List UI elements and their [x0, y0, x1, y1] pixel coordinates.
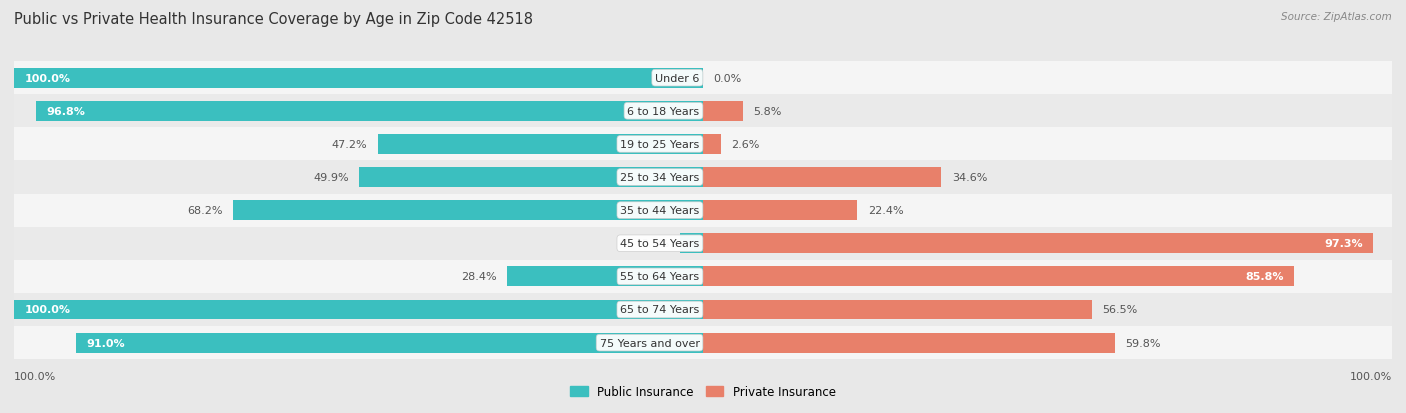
Bar [703, 333, 1115, 353]
Text: 100.0%: 100.0% [24, 305, 70, 315]
Text: 47.2%: 47.2% [332, 140, 367, 150]
Text: 56.5%: 56.5% [1102, 305, 1137, 315]
Bar [703, 62, 1392, 95]
Text: 100.0%: 100.0% [14, 371, 56, 381]
Bar [703, 161, 1392, 194]
Text: 45 to 54 Years: 45 to 54 Years [620, 239, 700, 249]
Bar [703, 326, 1392, 359]
Text: 3.3%: 3.3% [641, 239, 669, 249]
Text: 75 Years and over: 75 Years and over [599, 338, 700, 348]
Bar [703, 194, 1392, 227]
Bar [703, 168, 942, 188]
Bar [14, 227, 703, 260]
Bar [14, 293, 703, 326]
Text: 34.6%: 34.6% [952, 173, 987, 183]
Text: 0.0%: 0.0% [713, 74, 741, 83]
Text: 68.2%: 68.2% [187, 206, 222, 216]
Bar [76, 333, 703, 353]
Bar [681, 234, 703, 254]
Text: 59.8%: 59.8% [1125, 338, 1161, 348]
Text: 97.3%: 97.3% [1324, 239, 1362, 249]
Bar [14, 300, 703, 320]
Bar [703, 293, 1392, 326]
Text: Source: ZipAtlas.com: Source: ZipAtlas.com [1281, 12, 1392, 22]
Legend: Public Insurance, Private Insurance: Public Insurance, Private Insurance [565, 381, 841, 403]
Bar [703, 260, 1392, 293]
Bar [703, 135, 721, 154]
Bar [14, 326, 703, 359]
Bar [14, 62, 703, 95]
Text: 35 to 44 Years: 35 to 44 Years [620, 206, 700, 216]
Bar [233, 201, 703, 221]
Bar [703, 227, 1392, 260]
Text: 2.6%: 2.6% [731, 140, 759, 150]
Bar [14, 194, 703, 227]
Text: 85.8%: 85.8% [1246, 272, 1284, 282]
Bar [703, 95, 1392, 128]
Text: 65 to 74 Years: 65 to 74 Years [620, 305, 700, 315]
Text: 28.4%: 28.4% [461, 272, 496, 282]
Bar [14, 95, 703, 128]
Bar [508, 267, 703, 287]
Bar [703, 267, 1294, 287]
Bar [14, 161, 703, 194]
Text: 55 to 64 Years: 55 to 64 Years [620, 272, 700, 282]
Text: 6 to 18 Years: 6 to 18 Years [627, 107, 700, 116]
Bar [703, 128, 1392, 161]
Bar [37, 102, 703, 121]
Bar [703, 300, 1092, 320]
Bar [378, 135, 703, 154]
Text: 5.8%: 5.8% [754, 107, 782, 116]
Text: 100.0%: 100.0% [1350, 371, 1392, 381]
Bar [703, 201, 858, 221]
Bar [14, 69, 703, 88]
Bar [14, 260, 703, 293]
Text: 19 to 25 Years: 19 to 25 Years [620, 140, 700, 150]
Text: Public vs Private Health Insurance Coverage by Age in Zip Code 42518: Public vs Private Health Insurance Cover… [14, 12, 533, 27]
Text: 91.0%: 91.0% [86, 338, 125, 348]
Text: 96.8%: 96.8% [46, 107, 86, 116]
Bar [703, 102, 742, 121]
Bar [359, 168, 703, 188]
Text: 22.4%: 22.4% [868, 206, 903, 216]
Text: 49.9%: 49.9% [314, 173, 349, 183]
Bar [14, 128, 703, 161]
Text: 25 to 34 Years: 25 to 34 Years [620, 173, 700, 183]
Text: 100.0%: 100.0% [24, 74, 70, 83]
Text: Under 6: Under 6 [655, 74, 700, 83]
Bar [703, 234, 1374, 254]
